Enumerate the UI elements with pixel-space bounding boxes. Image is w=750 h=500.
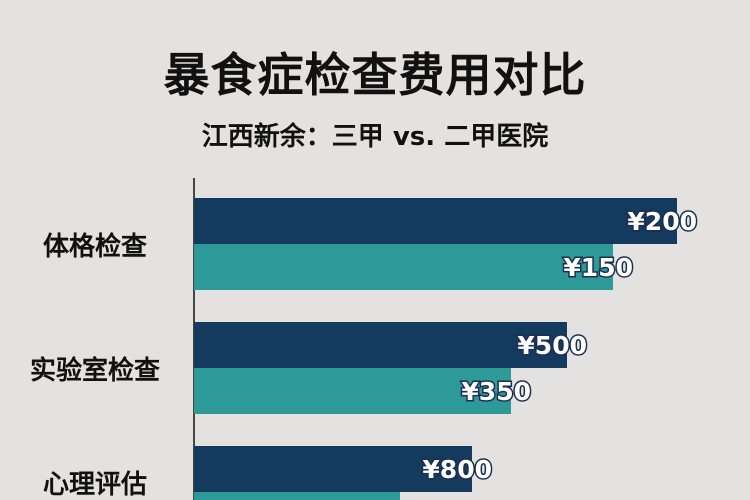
category-label: 实验室检查 (30, 355, 160, 386)
value-label: ¥350 (461, 377, 531, 406)
value-label: ¥500 (517, 331, 587, 360)
bar-dark (194, 322, 567, 368)
bar-teal (194, 368, 511, 414)
bar-teal (194, 492, 400, 500)
value-label: ¥200 (627, 207, 697, 236)
bar-dark (194, 198, 677, 244)
category-label: 体格检查 (43, 231, 147, 262)
bar-teal (194, 244, 613, 290)
bar-dark (194, 446, 472, 492)
chart-subtitle: 江西新余：三甲 vs. 二甲医院 (201, 122, 549, 152)
chart-title: 暴食症检查费用对比 (163, 48, 587, 102)
category-label: 心理评估 (43, 470, 147, 500)
value-label: ¥150 (563, 253, 633, 282)
value-label: ¥800 (422, 455, 492, 484)
